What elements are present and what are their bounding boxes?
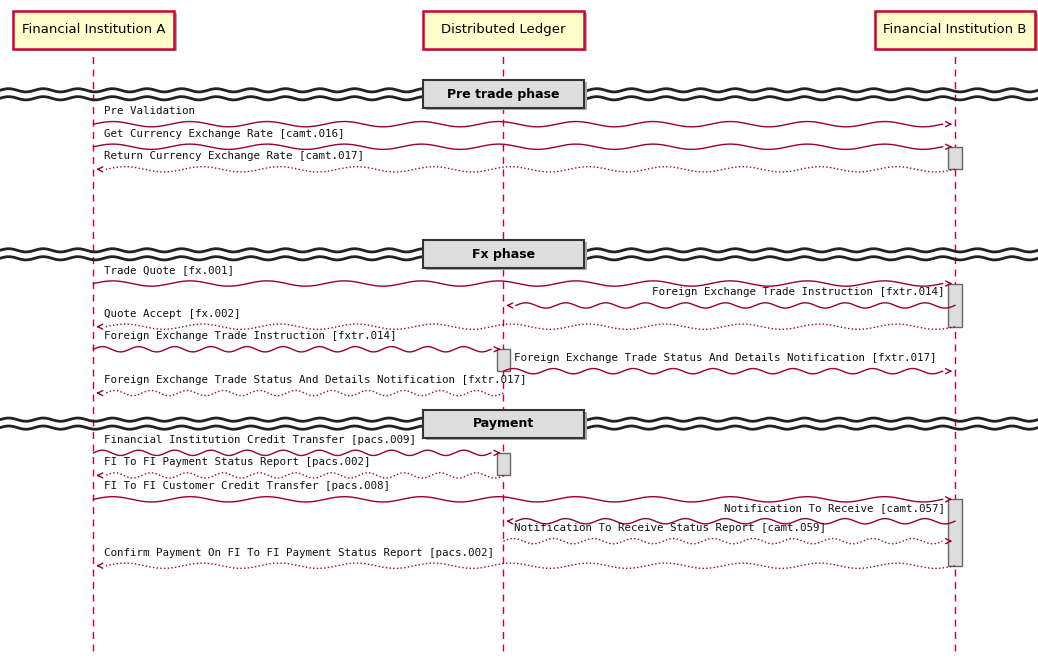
- Text: FI To FI Payment Status Report [pacs.002]: FI To FI Payment Status Report [pacs.002…: [104, 457, 371, 467]
- Text: Fx phase: Fx phase: [472, 248, 535, 261]
- Text: Foreign Exchange Trade Status And Details Notification [fxtr.017]: Foreign Exchange Trade Status And Detail…: [514, 353, 936, 363]
- Text: Get Currency Exchange Rate [camt.016]: Get Currency Exchange Rate [camt.016]: [104, 129, 345, 139]
- Text: Distributed Ledger: Distributed Ledger: [441, 23, 566, 37]
- FancyBboxPatch shape: [426, 412, 588, 440]
- FancyBboxPatch shape: [12, 11, 173, 49]
- Text: Pre Validation: Pre Validation: [104, 106, 195, 116]
- Bar: [496, 349, 511, 371]
- FancyBboxPatch shape: [16, 13, 176, 51]
- Text: Quote Accept [fx.002]: Quote Accept [fx.002]: [104, 309, 241, 319]
- FancyBboxPatch shape: [424, 410, 583, 438]
- FancyBboxPatch shape: [426, 13, 588, 51]
- Text: Payment: Payment: [472, 417, 535, 430]
- Text: Financial Institution Credit Transfer [pacs.009]: Financial Institution Credit Transfer [p…: [104, 435, 416, 445]
- Text: Foreign Exchange Trade Instruction [fxtr.014]: Foreign Exchange Trade Instruction [fxtr…: [652, 288, 945, 297]
- Text: Pre trade phase: Pre trade phase: [447, 88, 559, 101]
- Text: Financial Institution B: Financial Institution B: [883, 23, 1027, 37]
- Bar: [496, 453, 511, 475]
- Text: Confirm Payment On FI To FI Payment Status Report [pacs.002]: Confirm Payment On FI To FI Payment Stat…: [104, 548, 494, 558]
- Text: Return Currency Exchange Rate [camt.017]: Return Currency Exchange Rate [camt.017]: [104, 151, 363, 161]
- Text: Trade Quote [fx.001]: Trade Quote [fx.001]: [104, 266, 234, 276]
- Bar: [949, 284, 962, 327]
- Text: Financial Institution A: Financial Institution A: [22, 23, 165, 37]
- FancyBboxPatch shape: [878, 13, 1038, 51]
- Text: Notification To Receive [camt.057]: Notification To Receive [camt.057]: [723, 503, 945, 513]
- Text: Foreign Exchange Trade Instruction [fxtr.014]: Foreign Exchange Trade Instruction [fxtr…: [104, 331, 397, 341]
- FancyBboxPatch shape: [424, 80, 583, 108]
- Bar: [949, 147, 962, 169]
- FancyBboxPatch shape: [424, 11, 583, 49]
- FancyBboxPatch shape: [424, 240, 583, 268]
- FancyBboxPatch shape: [426, 82, 588, 110]
- Text: FI To FI Customer Credit Transfer [pacs.008]: FI To FI Customer Credit Transfer [pacs.…: [104, 481, 390, 491]
- FancyBboxPatch shape: [426, 242, 588, 270]
- FancyBboxPatch shape: [874, 11, 1035, 49]
- Bar: [949, 499, 962, 566]
- Text: Notification To Receive Status Report [camt.059]: Notification To Receive Status Report [c…: [514, 523, 826, 533]
- Text: Foreign Exchange Trade Status And Details Notification [fxtr.017]: Foreign Exchange Trade Status And Detail…: [104, 375, 526, 385]
